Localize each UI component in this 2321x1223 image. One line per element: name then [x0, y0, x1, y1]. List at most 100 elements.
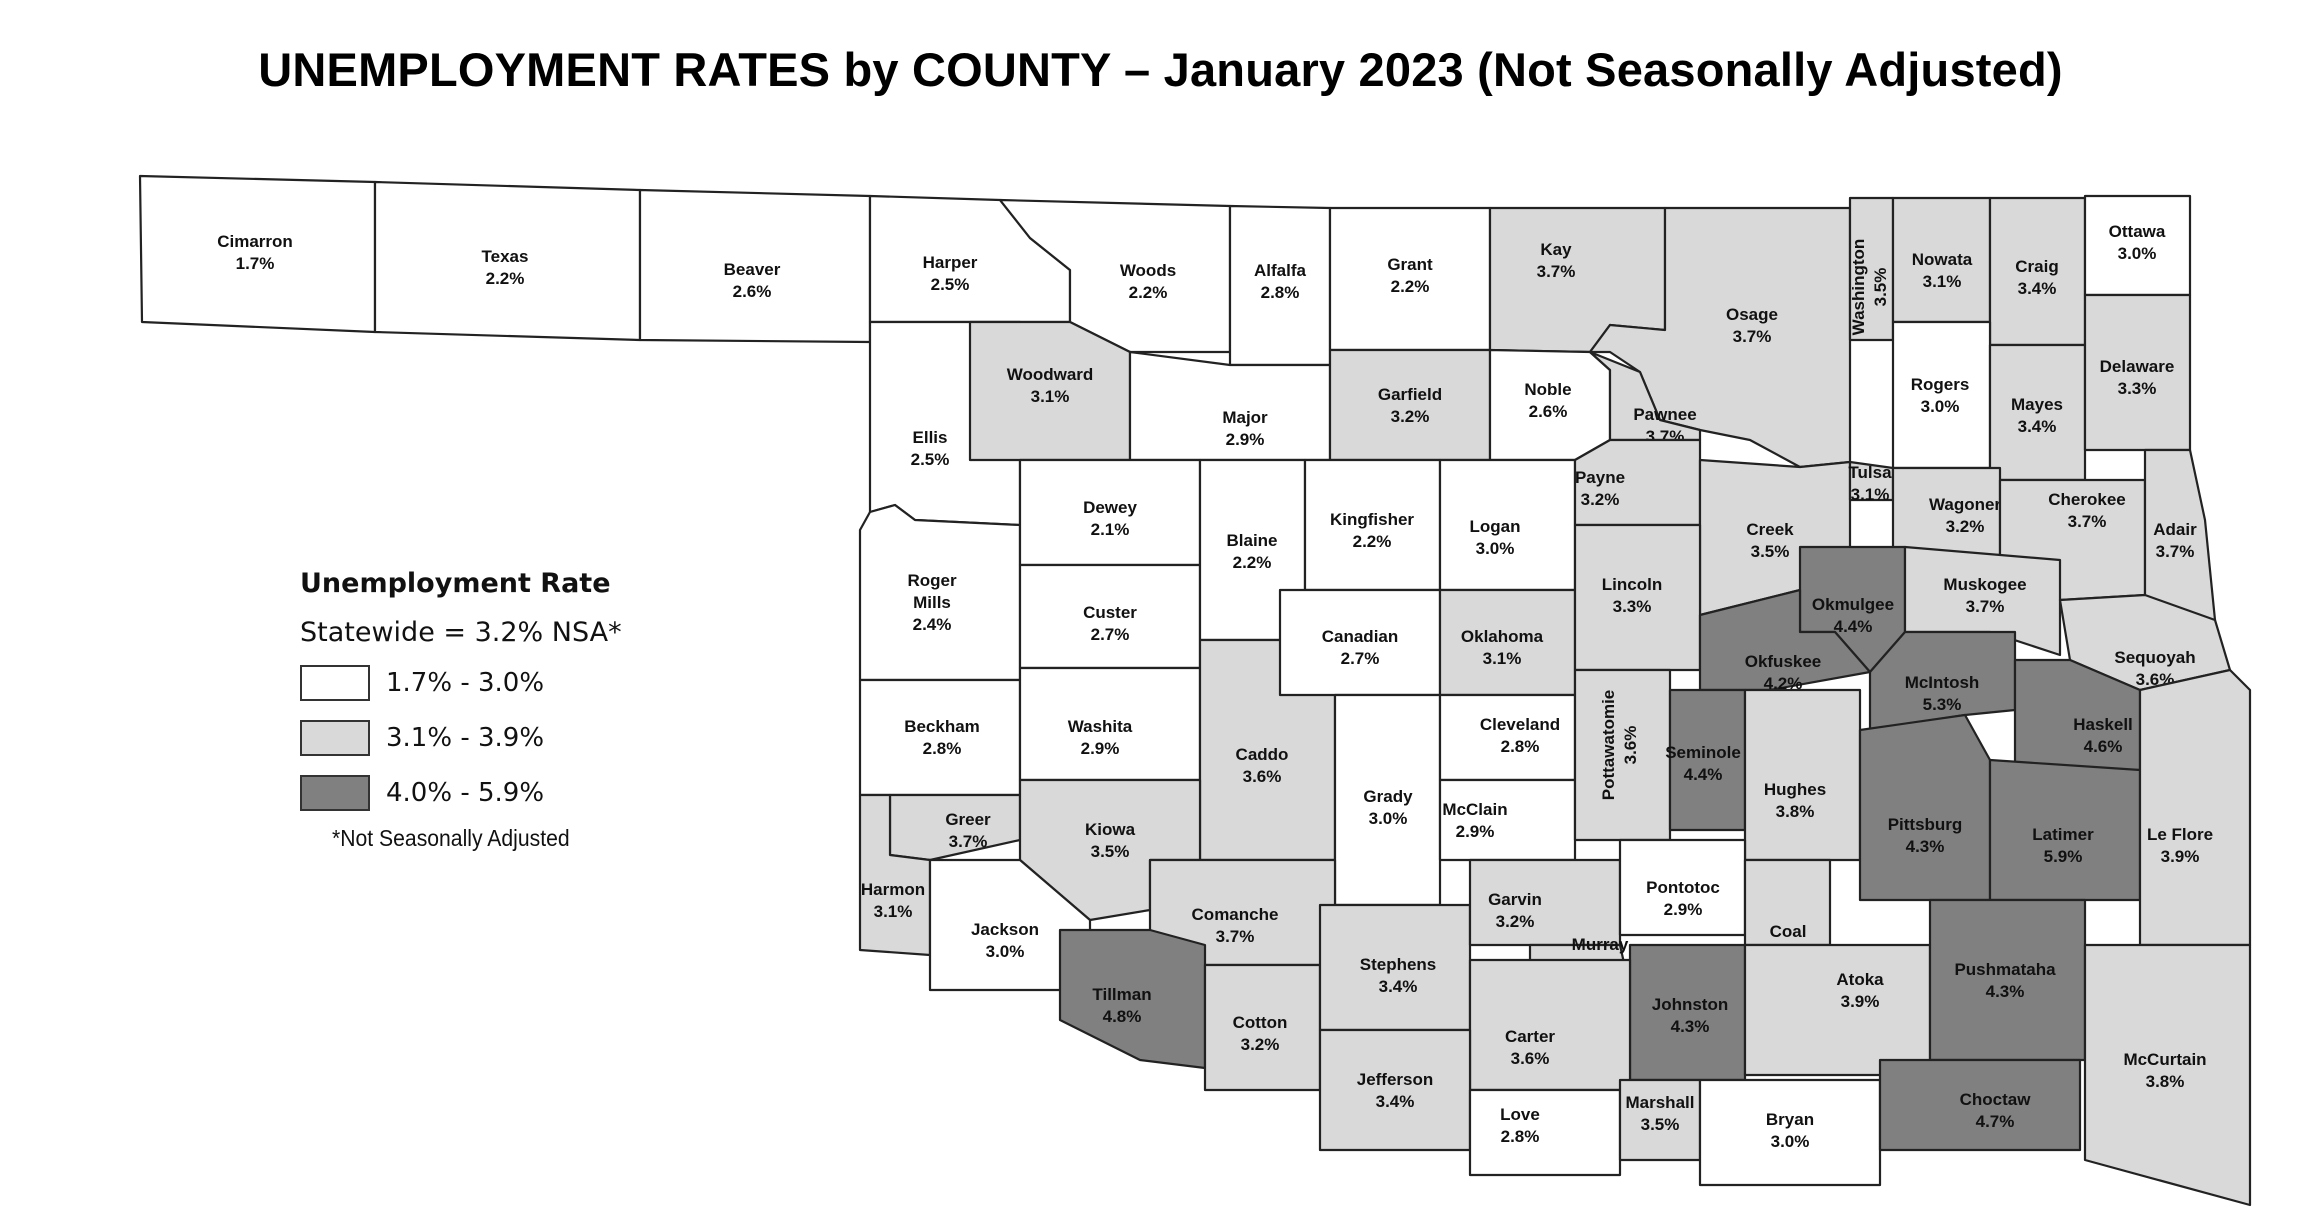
- county-name-harmon: Harmon: [861, 880, 925, 899]
- county-rate-bryan: 3.0%: [1771, 1132, 1810, 1151]
- county-beckham: Beckham 2.8%: [858, 678, 1022, 797]
- legend-swatch-mid: [300, 720, 370, 756]
- legend-label-high: 4.0% - 5.9%: [386, 778, 545, 808]
- county-rate-woodward: 3.1%: [1031, 387, 1070, 406]
- county-grant: Grant 2.2%: [1328, 206, 1492, 352]
- county-rate-grant: 2.2%: [1391, 277, 1430, 296]
- county-shape-beckham: [858, 678, 1022, 797]
- county-rate-caddo: 3.6%: [1243, 767, 1282, 786]
- legend-swatch-high: [300, 775, 370, 811]
- county-shape-adair: [2143, 448, 2217, 622]
- county-name-greer: Greer: [945, 810, 991, 829]
- county-shape-carter: [1468, 958, 1632, 1092]
- county-rate-kingfisher: 2.2%: [1353, 532, 1392, 551]
- county-rate-adair: 3.7%: [2156, 542, 2195, 561]
- county-rate-pontotoc: 2.9%: [1664, 900, 1703, 919]
- county-rate-tulsa: 3.1%: [1851, 485, 1890, 504]
- county-rate-greer: 3.7%: [949, 832, 988, 851]
- county-rate-mccurtain: 3.8%: [2146, 1072, 2185, 1091]
- county-rate-choctaw: 4.7%: [1976, 1112, 2015, 1131]
- county-shape-hughes: [1743, 688, 1862, 862]
- county-name-creek: Creek: [1746, 520, 1794, 539]
- county-seminole: Seminole 4.4%: [1665, 688, 1747, 832]
- county-name-hughes: Hughes: [1764, 780, 1826, 799]
- county-mcintosh: McIntosh 5.3%: [1868, 630, 2017, 732]
- county-rate-osage: 3.7%: [1733, 327, 1772, 346]
- county-rate-cimarron: 1.7%: [236, 254, 275, 273]
- county-name-cherokee: Cherokee: [2048, 490, 2125, 509]
- county-name-cimarron: Cimarron: [217, 232, 293, 251]
- county-rate-love: 2.8%: [1501, 1127, 1540, 1146]
- county-rate-beaver: 2.6%: [733, 282, 772, 301]
- county-name-love: Love: [1500, 1105, 1540, 1124]
- county-mcclain: McClain 2.9%: [1438, 778, 1577, 862]
- county-name-dewey: Dewey: [1083, 498, 1137, 517]
- county-shape-choctaw: [1878, 1058, 2082, 1152]
- county-rate-wagoner: 3.2%: [1946, 517, 1985, 536]
- county-shape-jefferson: [1318, 1028, 1472, 1152]
- county-rate-garvin: 3.2%: [1496, 912, 1535, 931]
- county-name-beaver: Beaver: [724, 260, 781, 279]
- county-rate-ottawa: 3.0%: [2118, 244, 2157, 263]
- county-name-craig: Craig: [2015, 257, 2058, 276]
- county-marshall: Marshall 3.5%: [1618, 1078, 1702, 1162]
- county-name-wagoner: Wagoner: [1929, 495, 2001, 514]
- county-rate-seminole: 4.4%: [1684, 765, 1723, 784]
- county-rate-okmulgee: 4.4%: [1834, 617, 1873, 636]
- county-roger-mills: Roger Mills 2.4%: [858, 503, 1022, 682]
- county-rate-nowata: 3.1%: [1923, 272, 1962, 291]
- county-rate-texas: 2.2%: [486, 269, 525, 288]
- county-pushmataha: Pushmataha 4.3%: [1928, 898, 2087, 1062]
- county-rate-hughes: 3.8%: [1776, 802, 1815, 821]
- county-name-adair: Adair: [2153, 520, 2197, 539]
- county-rate-harmon: 3.1%: [874, 902, 913, 921]
- county-greer: Greer 3.7%: [888, 793, 1022, 862]
- county-name-tulsa: Tulsa: [1848, 463, 1892, 482]
- county-mayes: Mayes 3.4%: [1988, 343, 2087, 482]
- county-rate-woods: 2.2%: [1129, 283, 1168, 302]
- county-jackson: Jackson 3.0%: [928, 858, 1092, 992]
- county-name-johnston: Johnston: [1652, 995, 1729, 1014]
- county-name-ellis: Ellis: [913, 428, 948, 447]
- county-name-carter: Carter: [1505, 1027, 1555, 1046]
- county-stephens: Stephens 3.4%: [1318, 903, 1472, 1032]
- county-rate-johnston: 4.3%: [1671, 1017, 1710, 1036]
- county-name-pontotoc: Pontotoc: [1646, 878, 1720, 897]
- county-custer: Custer 2.7%: [1018, 563, 1202, 670]
- county-shape-atoka: [1743, 943, 1932, 1077]
- county-atoka: Atoka 3.9%: [1743, 943, 1932, 1077]
- county-name-grady: Grady: [1363, 787, 1413, 806]
- county-name-kiowa: Kiowa: [1085, 820, 1136, 839]
- county-cimarron: Cimarron 1.7%: [138, 174, 377, 334]
- county-name-stephens: Stephens: [1360, 955, 1437, 974]
- county-pittsburg: Pittsburg 4.3%: [1858, 713, 1992, 902]
- county-canadian: Canadian 2.7%: [1278, 588, 1442, 697]
- county-name-jackson: Jackson: [971, 920, 1039, 939]
- county-cleveland: Cleveland 2.8%: [1438, 693, 1577, 782]
- county-le-flore: Le Flore 3.9%: [2138, 668, 2252, 947]
- county-rate-kiowa: 3.5%: [1091, 842, 1130, 861]
- county-name-major: Major: [1222, 408, 1268, 427]
- county-name-kingfisher: Kingfisher: [1330, 510, 1414, 529]
- county-rate-carter: 3.6%: [1511, 1049, 1550, 1068]
- county-rate-harper: 2.5%: [931, 275, 970, 294]
- county-shape-mccurtain: [2083, 943, 2252, 1207]
- county-shape-pittsburg: [1858, 713, 1992, 902]
- county-rate-kay: 3.7%: [1537, 262, 1576, 281]
- county-choctaw: Choctaw 4.7%: [1878, 1058, 2082, 1152]
- county-rate-ellis: 2.5%: [911, 450, 950, 469]
- county-major: Major 2.9%: [1128, 350, 1332, 462]
- county-name-okmulgee: Okmulgee: [1812, 595, 1894, 614]
- county-name-roger-mills: Roger Mills: [907, 571, 957, 612]
- legend-label-mid: 3.1% - 3.9%: [386, 723, 545, 753]
- county-rate-alfalfa: 2.8%: [1261, 283, 1300, 302]
- county-rate-washita: 2.9%: [1081, 739, 1120, 758]
- county-name-latimer: Latimer: [2032, 825, 2094, 844]
- county-shape-le-flore: [2138, 668, 2252, 947]
- county-rate-blaine: 2.2%: [1233, 553, 1272, 572]
- county-rate-le-flore: 3.9%: [2161, 847, 2200, 866]
- county-garvin: Garvin 3.2%: [1468, 858, 1622, 947]
- county-kingfisher: Kingfisher 2.2%: [1303, 458, 1442, 592]
- county-rate-canadian: 2.7%: [1341, 649, 1380, 668]
- county-rate-mcintosh: 5.3%: [1923, 695, 1962, 714]
